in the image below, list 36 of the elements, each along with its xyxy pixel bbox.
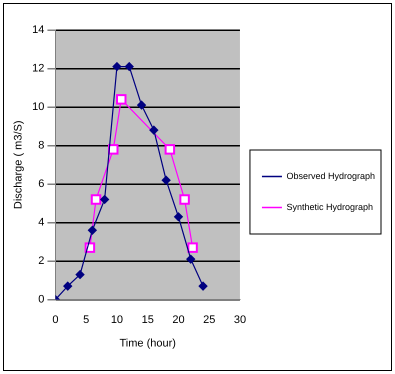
- y-tick-label: 12: [32, 62, 44, 75]
- point: [76, 270, 85, 280]
- x-tick-label: 20: [172, 314, 185, 326]
- point: [149, 126, 158, 135]
- point: [174, 212, 183, 222]
- point: [112, 62, 122, 72]
- point: [88, 226, 97, 235]
- y-tick-label: 8: [38, 140, 44, 152]
- point: [198, 282, 208, 291]
- point: [137, 100, 146, 110]
- y-tick-label: 4: [38, 216, 44, 229]
- point: [116, 94, 126, 105]
- point: [90, 194, 102, 205]
- y-axis-title: Discharge ( m3/S): [12, 120, 25, 210]
- legend-label: Synthetic Hydrograph: [286, 202, 373, 212]
- x-tick-label: 30: [234, 314, 246, 326]
- x-tick-label: 25: [203, 314, 216, 326]
- point: [63, 282, 72, 291]
- point: [100, 194, 110, 204]
- y-tick-label: 2: [38, 255, 44, 268]
- x-tick-label: 15: [142, 314, 154, 326]
- x-tick-label: 0: [52, 314, 58, 326]
- y-tick-label: 0: [38, 294, 44, 306]
- point: [179, 194, 190, 205]
- x-tick-label: 10: [110, 314, 124, 326]
- y-tick-label: 6: [38, 178, 44, 190]
- y-tick-label: 10: [32, 101, 44, 114]
- point: [164, 144, 176, 155]
- x-axis-title: Time (hour): [119, 337, 176, 350]
- y-tick-label: 14: [32, 24, 44, 36]
- point: [186, 254, 196, 264]
- point: [124, 62, 134, 72]
- point: [162, 176, 171, 185]
- point: [187, 242, 198, 253]
- x-tick-label: 5: [83, 314, 90, 326]
- legend-label: Observed Hydrograph: [286, 170, 375, 181]
